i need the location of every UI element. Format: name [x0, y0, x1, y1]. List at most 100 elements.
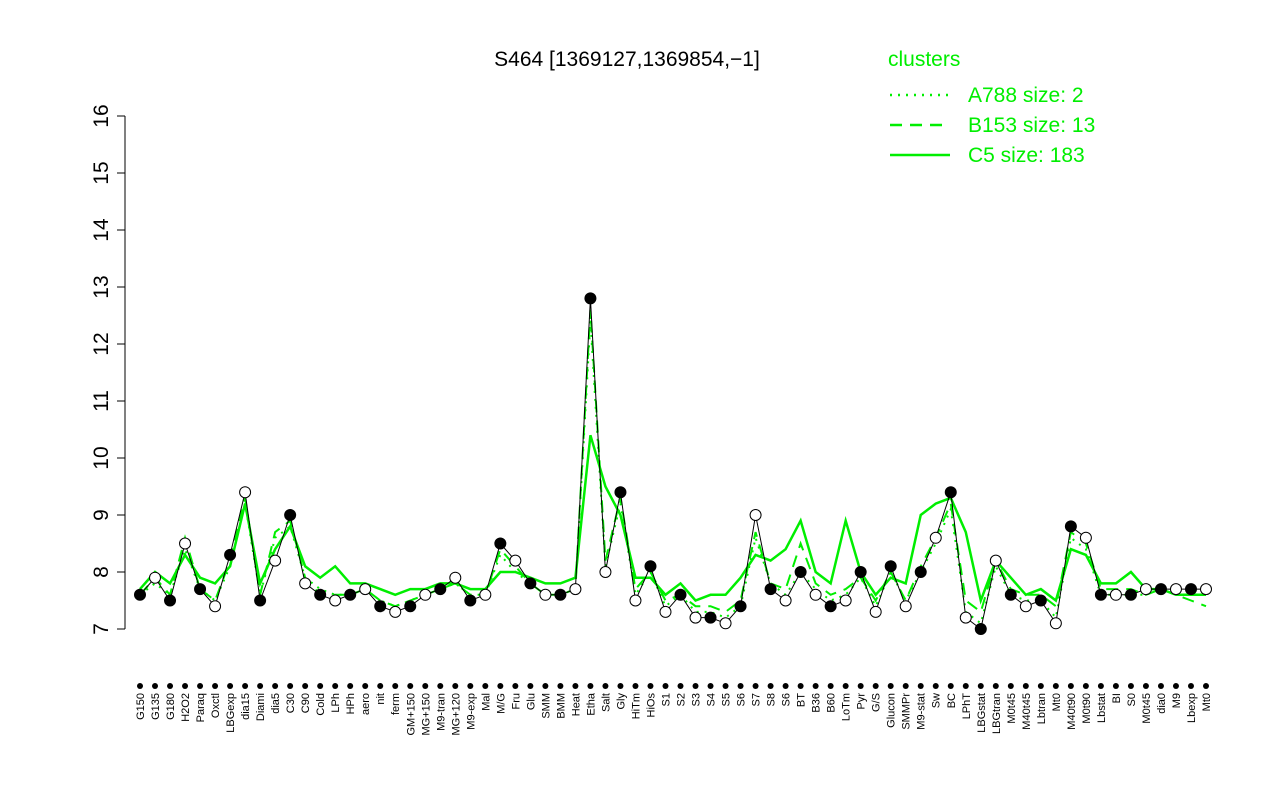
- x-tick-label: LBGexp: [225, 693, 237, 733]
- rug-dot: [1187, 683, 1194, 689]
- data-point: [1004, 588, 1017, 601]
- x-tick-label: ferm: [390, 693, 402, 715]
- data-point: [1064, 520, 1077, 533]
- data-point: [224, 548, 237, 561]
- rug-dot: [152, 683, 159, 689]
- x-tick-label: BT: [796, 693, 808, 707]
- x-tick-label: Fru: [510, 693, 522, 710]
- data-point: [794, 566, 807, 578]
- data-point: [914, 566, 927, 578]
- data-point: [1124, 588, 1137, 601]
- rug-dot: [977, 683, 984, 689]
- x-tick-label: S6: [736, 693, 748, 706]
- data-point: [974, 623, 987, 635]
- data-point: [1109, 588, 1122, 601]
- x-tick-label: Glu: [525, 693, 537, 710]
- rug-dot: [617, 683, 624, 689]
- x-tick-label: BMM: [555, 693, 567, 719]
- x-tick-label: Lbstat: [1096, 693, 1108, 723]
- y-tick-label: 8: [90, 566, 113, 578]
- rug-dot: [587, 683, 594, 689]
- rug-dot: [572, 683, 579, 689]
- rug-dot: [212, 683, 219, 689]
- rug-dot: [332, 683, 339, 689]
- x-tick-label: S6: [781, 693, 793, 706]
- data-point: [464, 594, 477, 607]
- x-tick-label: C90: [300, 693, 312, 713]
- x-tick-label: nit: [375, 693, 387, 705]
- data-point: [1169, 583, 1182, 596]
- cluster-line: [139, 434, 1206, 605]
- data-point: [674, 588, 687, 601]
- data-point: [299, 577, 312, 590]
- rug-dot: [1037, 683, 1044, 689]
- data-point: [389, 605, 402, 618]
- x-tick-label: aero: [360, 693, 372, 715]
- rug-dot: [497, 683, 504, 689]
- rug-dot: [407, 683, 414, 689]
- x-tick-label: M9-stat: [916, 693, 928, 730]
- data-point: [764, 583, 777, 596]
- rug-dot: [632, 683, 639, 689]
- data-point: [1139, 583, 1152, 596]
- x-tick-label: LoTm: [841, 693, 853, 721]
- x-tick-label: B60: [826, 693, 838, 713]
- rug-dot: [317, 683, 324, 689]
- x-tick-label: SMM: [540, 693, 552, 719]
- x-tick-label: Gly: [615, 693, 627, 710]
- y-tick-label: 7: [90, 623, 113, 635]
- x-tick-label: GM+150: [405, 693, 417, 736]
- rug-dot: [767, 683, 774, 689]
- data-point: [734, 600, 747, 613]
- data-point: [929, 531, 942, 544]
- data-point: [509, 554, 522, 567]
- x-tick-label: G150: [135, 693, 147, 720]
- rug-dot: [452, 683, 459, 689]
- x-tick-label: MG+150: [420, 693, 432, 736]
- rug-dot: [782, 683, 789, 689]
- rug-dot: [737, 683, 744, 689]
- data-point: [1200, 583, 1212, 596]
- data-point: [1034, 594, 1047, 607]
- x-tick-label: G/S: [871, 693, 883, 712]
- rug-dot: [1157, 683, 1164, 689]
- rug-dot: [932, 683, 939, 689]
- legend-title: clusters: [888, 48, 960, 71]
- data-point: [644, 560, 657, 573]
- x-tick-label: Sw: [931, 693, 943, 708]
- x-tick-label: MG+120: [450, 693, 462, 736]
- legend: A788 size: 2 B153 size: 13 C5 size: 183: [890, 84, 1095, 167]
- rug-dot: [437, 683, 444, 689]
- data-point: [614, 486, 627, 499]
- data-point: [989, 554, 1002, 567]
- chart-title: S464 [1369127,1369854,−1]: [494, 48, 760, 71]
- data-point: [884, 560, 897, 573]
- y-tick-label: 9: [90, 509, 113, 521]
- x-tick-label: G135: [150, 693, 162, 720]
- data-point: [344, 588, 357, 601]
- x-tick-label: BI: [1111, 693, 1123, 703]
- x-tick-label: M9-exp: [465, 693, 477, 730]
- rug-dot: [182, 683, 189, 689]
- x-tick-label: M9: [1171, 693, 1183, 708]
- x-tick-label: Etha: [585, 692, 597, 716]
- cluster-line: [139, 321, 1206, 626]
- x-tick-label: HiOs: [645, 693, 657, 718]
- rug-dot: [1203, 683, 1209, 689]
- rug-dot: [227, 683, 234, 689]
- x-tick-label: Mt0: [1051, 693, 1063, 711]
- x-tick-label: LPh: [330, 693, 342, 713]
- rug-dot: [512, 683, 519, 689]
- data-point: [899, 600, 912, 613]
- x-tick-label: BC: [946, 693, 958, 708]
- data-point: [284, 509, 297, 521]
- data-point: [209, 600, 222, 613]
- data-point: [1184, 583, 1197, 596]
- legend-label: B153 size: 13: [968, 114, 1095, 137]
- rug-dot: [662, 683, 669, 689]
- rug-dot: [707, 683, 714, 689]
- y-tick-label: 12: [90, 332, 113, 355]
- data-point: [629, 594, 642, 607]
- data-point: [494, 537, 507, 550]
- rug-dot: [677, 683, 684, 689]
